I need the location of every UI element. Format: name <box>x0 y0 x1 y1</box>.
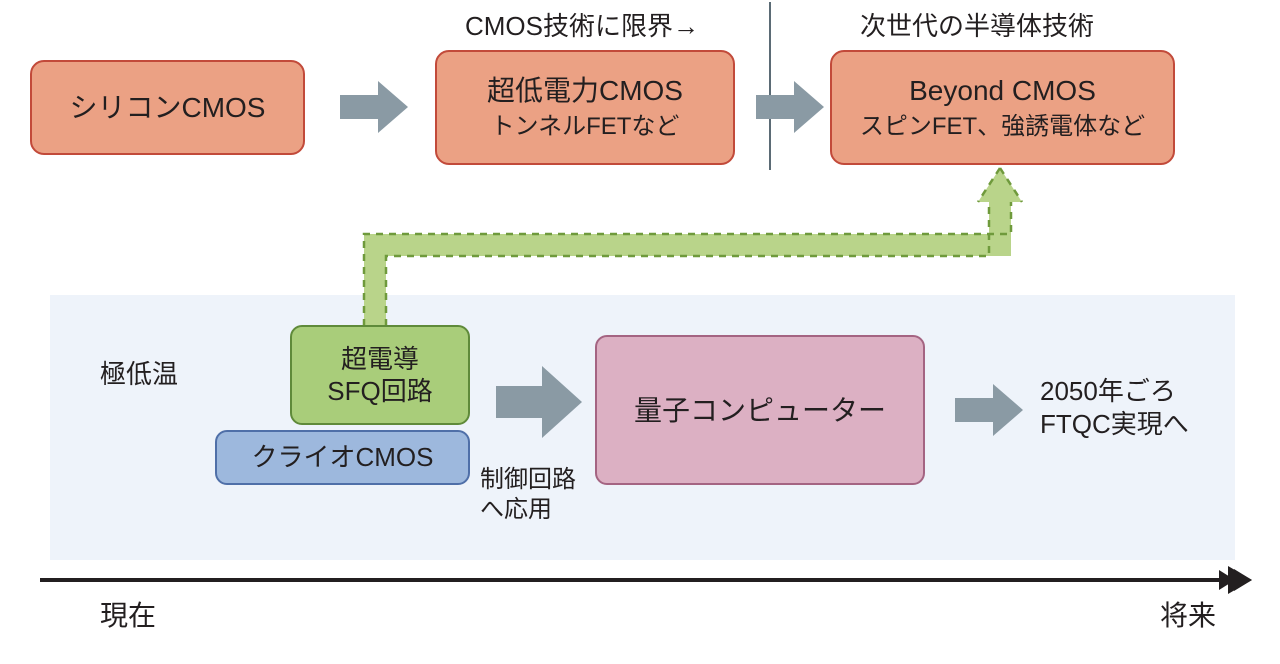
header-next-gen: 次世代の半導体技術 <box>860 10 1094 43</box>
node-low-power-cmos: 超低電力CMOS トンネルFETなど <box>435 50 735 165</box>
node-silicon-cmos: シリコンCMOS <box>30 60 305 155</box>
node-beyond-cmos-title: Beyond CMOS <box>909 73 1096 108</box>
arrow-quantum-to-ftqc <box>955 384 1023 436</box>
node-sfq-title: 超電導 <box>341 343 419 376</box>
diagram-stage: CMOS技術に限界→ 次世代の半導体技術 シリコンCMOS 超低電力CMOS ト… <box>0 0 1280 664</box>
arrow-sfq-to-beyond <box>364 168 1022 326</box>
node-sfq: 超電導 SFQ回路 <box>290 325 470 425</box>
arrow-cryo-to-quantum <box>496 366 582 438</box>
axis-label-future: 将来 <box>1160 598 1216 633</box>
node-low-power-cmos-title: 超低電力CMOS <box>487 73 683 108</box>
node-quantum-title: 量子コンピューター <box>634 393 886 428</box>
label-control-note: 制御回路 へ応用 <box>480 465 576 525</box>
arrow-lowpower-to-beyond <box>756 81 824 133</box>
header-cmos-limit: CMOS技術に限界→ <box>465 10 699 43</box>
label-cryo-temp: 極低温 <box>100 358 178 391</box>
node-cryo-cmos-title: クライオCMOS <box>251 441 433 474</box>
axis-label-now: 現在 <box>100 598 156 633</box>
node-sfq-sub: SFQ回路 <box>327 375 432 408</box>
node-silicon-cmos-title: シリコンCMOS <box>69 90 265 125</box>
node-beyond-cmos: Beyond CMOS スピンFET、強誘電体など <box>830 50 1175 165</box>
node-low-power-cmos-sub: トンネルFETなど <box>491 112 680 142</box>
arrow-silicon-to-lowpower <box>340 81 408 133</box>
label-ftqc-note: 2050年ごろ FTQC実現へ <box>1040 375 1189 440</box>
node-quantum: 量子コンピューター <box>595 335 925 485</box>
node-beyond-cmos-sub: スピンFET、強誘電体など <box>860 112 1145 142</box>
timeline-axis <box>40 566 1252 594</box>
node-cryo-cmos: クライオCMOS <box>215 430 470 485</box>
